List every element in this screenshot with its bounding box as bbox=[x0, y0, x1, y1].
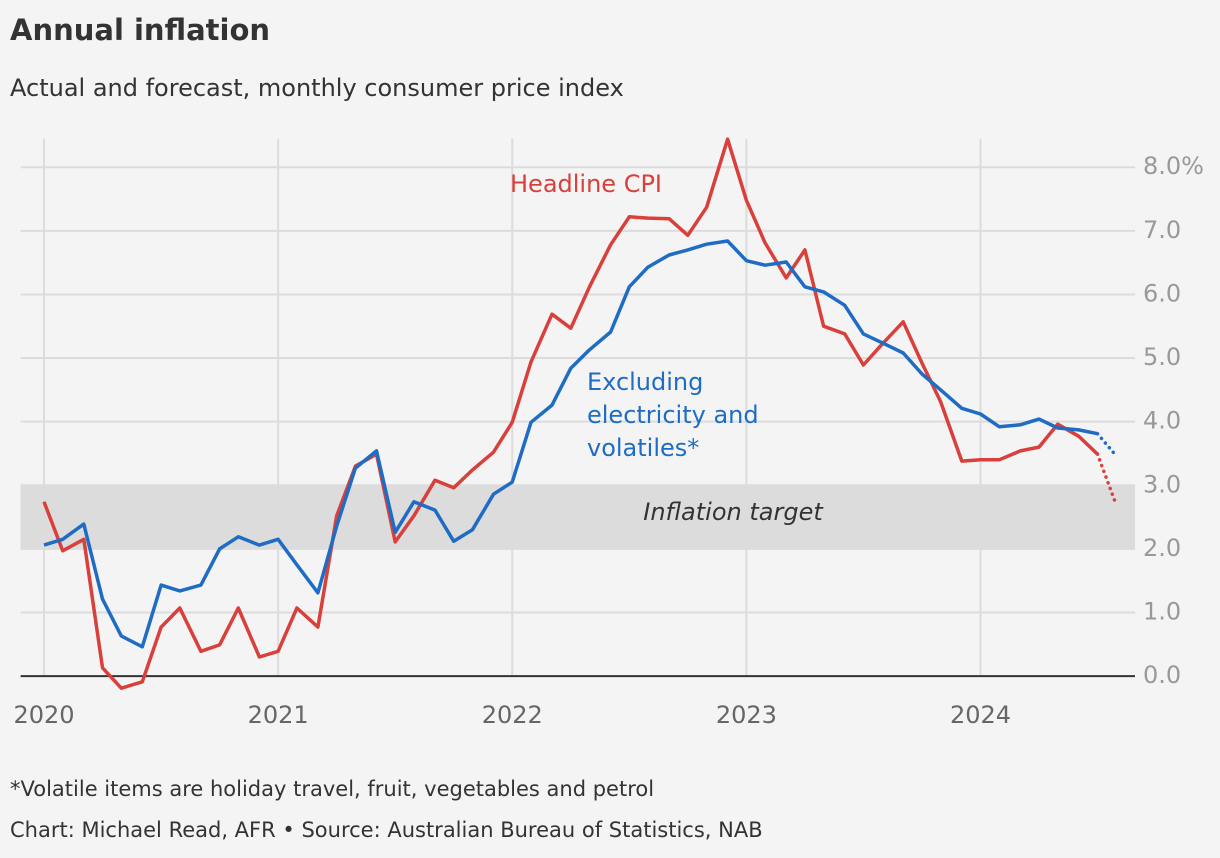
y-tick-label: 8.0% bbox=[1143, 152, 1204, 180]
x-tick-label: 2020 bbox=[13, 701, 74, 729]
series-label: Headline CPI bbox=[510, 170, 662, 198]
footnote: *Volatile items are holiday travel, frui… bbox=[10, 777, 654, 801]
y-tick-label: 4.0 bbox=[1143, 407, 1181, 435]
series-line bbox=[43, 239, 1098, 649]
x-tick-label: 2022 bbox=[482, 701, 543, 729]
y-tick-label: 6.0 bbox=[1143, 279, 1181, 307]
series-label: volatiles* bbox=[587, 434, 699, 462]
series-label: Excluding bbox=[587, 368, 703, 396]
y-tick-label: 7.0 bbox=[1143, 216, 1181, 244]
band-label: Inflation target bbox=[643, 498, 824, 526]
chart-subtitle: Actual and forecast, monthly consumer pr… bbox=[10, 74, 624, 102]
y-tick-label: 0.0 bbox=[1143, 661, 1181, 689]
source: Chart: Michael Read, AFR • Source: Austr… bbox=[10, 818, 763, 842]
x-tick-label: 2023 bbox=[716, 701, 777, 729]
y-tick-label: 3.0 bbox=[1143, 470, 1181, 498]
x-tick-label: 2024 bbox=[950, 701, 1011, 729]
chart-title: Annual inflation bbox=[10, 13, 270, 47]
plot-area: Inflation target 0.0 1.0 2.0 3.0 4.0 5.0 6.0 7.0… bbox=[13, 137, 1204, 729]
target-band bbox=[20, 485, 1136, 549]
y-tick-label: 5.0 bbox=[1143, 343, 1181, 371]
y-tick-label: 1.0 bbox=[1143, 597, 1181, 625]
y-tick-label: 2.0 bbox=[1143, 534, 1181, 562]
series-label: electricity and bbox=[587, 401, 759, 429]
series-line bbox=[42, 137, 1099, 690]
forecast-line bbox=[1095, 431, 1119, 458]
x-tick-label: 2021 bbox=[248, 701, 309, 729]
